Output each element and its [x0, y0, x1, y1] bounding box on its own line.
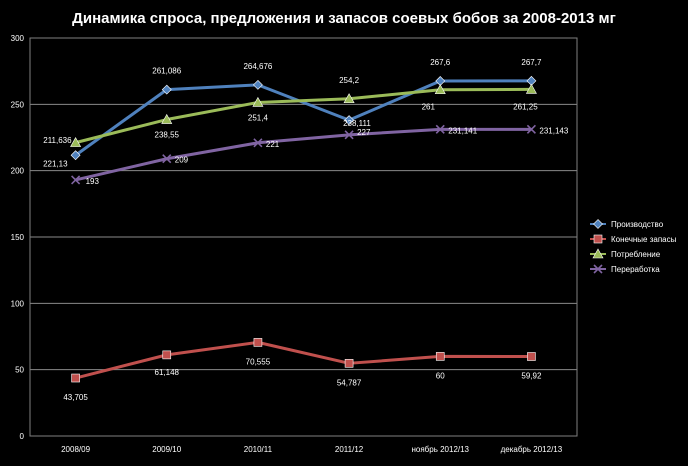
data-label: 261,25 — [513, 102, 538, 111]
legend-entry: Производство — [590, 219, 664, 229]
series-0 — [70, 75, 537, 161]
axes: 0 50 100 150 200 250 300 2008/09 2009/10 2010/11 2… — [11, 34, 578, 454]
legend-label: Конечные запасы — [611, 235, 677, 244]
x-tick-label: 2010/11 — [244, 445, 273, 454]
legend-label: Потребление — [611, 250, 661, 259]
data-point-x-stroke — [162, 154, 172, 164]
data-point-x-stroke — [344, 130, 354, 140]
data-point-triangle — [434, 84, 446, 95]
data-label: 209 — [175, 156, 189, 165]
data-label: 211,636 — [43, 136, 72, 145]
x-tick-label: ноябрь 2012/13 — [411, 445, 469, 454]
legend-swatch-marker — [593, 234, 603, 244]
data-label: 254,2 — [339, 76, 360, 85]
series-line — [75, 127, 532, 182]
chart-title: Динамика спроса, предложения и запасов с… — [72, 10, 616, 27]
data-label: 193 — [86, 177, 100, 186]
data-point-x-stroke — [253, 138, 263, 148]
series-line — [75, 87, 532, 145]
data-point-square — [71, 373, 80, 383]
series-3 — [71, 124, 536, 185]
legend: Производство Конечные запасы Потребление Пе… — [590, 219, 677, 274]
data-label: 238,55 — [155, 131, 180, 140]
data-label: 267,7 — [521, 58, 542, 67]
x-tick-label: 2009/10 — [152, 445, 181, 454]
data-label: 54,787 — [337, 378, 362, 387]
data-point-x — [71, 175, 81, 185]
x-tick-label: декабрь 2012/13 — [501, 445, 563, 454]
y-tick-label: 200 — [11, 167, 25, 176]
data-label: 231,143 — [539, 126, 568, 135]
y-tick-label: 250 — [11, 100, 25, 109]
data-point-x-stroke — [526, 124, 536, 134]
data-label: 261 — [422, 103, 436, 112]
data-point-diamond — [70, 150, 81, 161]
series-1 — [71, 338, 536, 383]
data-label: 59,92 — [521, 372, 542, 381]
data-point-x — [162, 154, 172, 164]
y-tick-label: 100 — [11, 299, 25, 308]
data-label: 264,676 — [243, 62, 272, 71]
x-tick-label: 2008/09 — [61, 445, 90, 454]
data-labels: 211,636 261,086 264,676 238,111 267,6 267,7 43… — [43, 58, 569, 402]
data-label: 251,4 — [248, 113, 269, 122]
data-point-x — [435, 124, 445, 134]
y-tick-label: 150 — [11, 233, 25, 242]
data-label: 70,555 — [246, 357, 271, 366]
legend-entry: Потребление — [590, 248, 661, 259]
data-point-x — [253, 138, 263, 148]
data-point-square — [435, 352, 445, 361]
data-point-square — [162, 350, 172, 360]
legend-swatch-marker — [592, 248, 604, 259]
series-layer — [70, 75, 537, 383]
data-label: 267,6 — [430, 58, 451, 67]
legend-entry: Конечные запасы — [590, 234, 677, 244]
data-point-x — [526, 124, 536, 134]
data-point-diamond — [161, 84, 172, 95]
legend-swatch-marker — [593, 219, 603, 229]
data-label: 261,086 — [152, 67, 181, 76]
series-line — [74, 79, 532, 157]
data-label: 43,705 — [63, 393, 88, 402]
data-point-diamond — [252, 79, 263, 90]
legend-label: Производство — [611, 220, 664, 229]
data-point-triangle — [70, 137, 82, 147]
legend-swatch-marker — [593, 264, 603, 274]
data-point-triangle — [161, 113, 173, 124]
data-point-x-stroke — [435, 124, 445, 134]
y-tick-label: 50 — [15, 366, 24, 375]
data-point-square — [344, 359, 354, 368]
data-point-triangle — [525, 83, 537, 94]
data-label: 60 — [436, 371, 445, 380]
data-point-x — [344, 130, 354, 140]
y-tick-label: 300 — [11, 34, 25, 43]
data-label: 221 — [266, 140, 280, 149]
data-point-diamond — [344, 115, 355, 126]
data-label: 221,13 — [43, 160, 68, 169]
grid — [30, 103, 577, 371]
plot-area — [29, 37, 578, 437]
data-label: 238,111 — [343, 119, 371, 128]
x-tick-label: 2011/12 — [335, 445, 364, 454]
series-2 — [70, 83, 537, 147]
y-tick-label: 0 — [20, 432, 25, 441]
data-point-triangle — [252, 96, 264, 107]
data-point-triangle — [343, 93, 355, 104]
data-label: 227 — [357, 128, 371, 137]
legend-entry: Переработка — [590, 264, 660, 274]
data-point-square — [527, 352, 536, 361]
data-point-x-stroke — [71, 175, 81, 185]
data-label: 61,148 — [155, 368, 180, 377]
legend-label: Переработка — [611, 265, 660, 274]
data-point-square — [253, 338, 263, 347]
series-line — [75, 340, 532, 380]
data-label: 231,141 — [448, 126, 477, 135]
data-point-x-stroke — [593, 264, 603, 274]
